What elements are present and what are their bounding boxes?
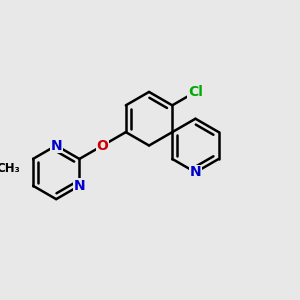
Text: O: O [97, 139, 109, 152]
Text: N: N [50, 139, 62, 152]
Text: CH₃: CH₃ [0, 162, 20, 175]
Text: N: N [190, 165, 201, 179]
Text: Cl: Cl [188, 85, 203, 99]
Text: N: N [74, 179, 85, 193]
